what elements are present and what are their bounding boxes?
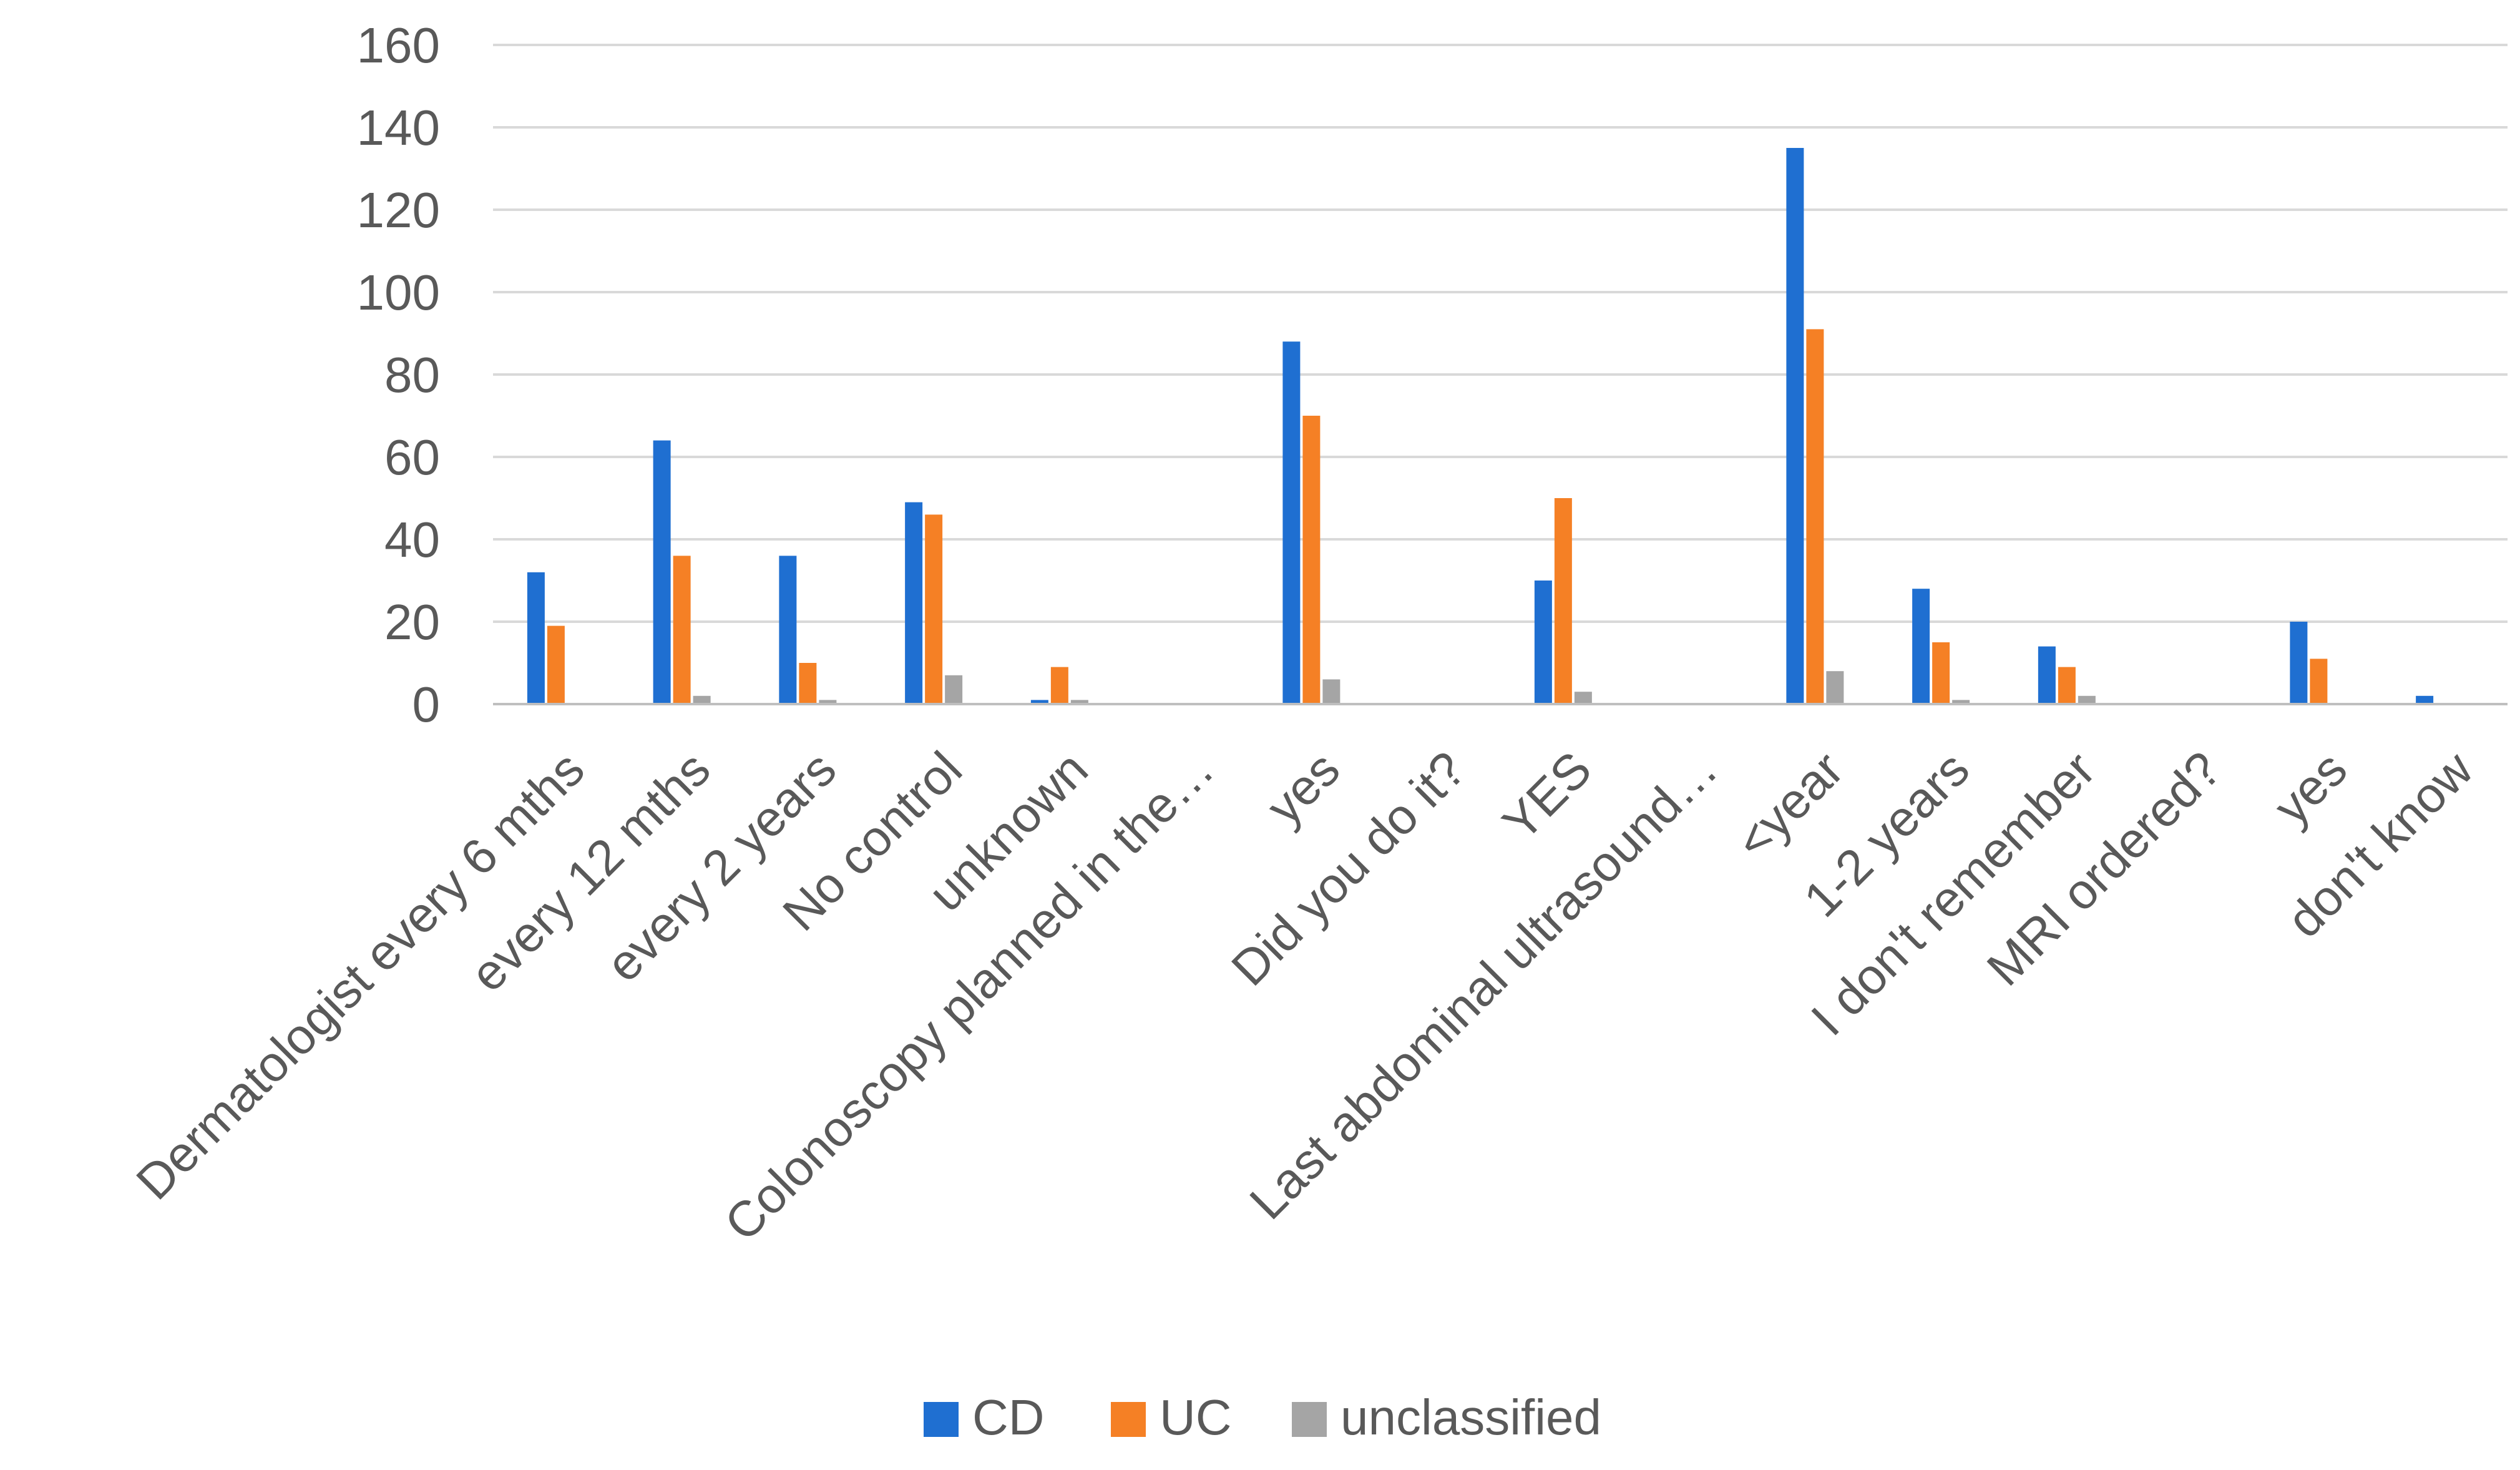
x-category-label: yes [2263, 741, 2357, 835]
bar-cd-3 [905, 502, 923, 704]
legend-label-uc: UC [1160, 1389, 1232, 1445]
y-tick-label: 100 [357, 265, 440, 320]
bar-cd-14 [2290, 622, 2308, 704]
bar-uc-8 [1554, 498, 1572, 704]
bar-uc-4 [1050, 667, 1068, 704]
legend-label-cd: CD [972, 1389, 1045, 1445]
bars [527, 148, 2434, 704]
bar-cd-0 [527, 572, 545, 704]
bar-unclassified-11 [1952, 700, 1970, 704]
bar-unclassified-1 [693, 695, 711, 704]
bar-uc-10 [1806, 329, 1824, 704]
legend-swatch-uc [1111, 1402, 1146, 1437]
gridlines [493, 44, 2508, 623]
x-category-label: YES [1492, 741, 1602, 851]
legend: CD UC unclassified [924, 1389, 1601, 1445]
bar-cd-10 [1786, 148, 1804, 704]
y-tick-label: 160 [357, 17, 440, 73]
bar-cd-11 [1912, 589, 1930, 704]
bar-unclassified-8 [1574, 692, 1592, 704]
bar-uc-12 [2058, 667, 2076, 704]
y-tick-label: 0 [413, 677, 441, 732]
bar-uc-6 [1302, 416, 1321, 704]
legend-swatch-cd [924, 1402, 959, 1437]
bar-unclassified-12 [2078, 695, 2096, 704]
y-tick-label: 140 [357, 100, 440, 155]
bar-uc-0 [547, 625, 565, 704]
bar-unclassified-6 [1322, 679, 1341, 704]
bar-cd-1 [653, 440, 671, 704]
bar-cd-2 [779, 556, 797, 704]
y-tick-label: 60 [384, 429, 440, 485]
legend-swatch-unclassified [1292, 1402, 1327, 1437]
y-tick-label: 40 [384, 512, 440, 567]
bar-uc-14 [2310, 659, 2328, 704]
y-tick-label: 20 [384, 594, 440, 650]
bar-cd-8 [1534, 581, 1552, 704]
bar-cd-4 [1030, 700, 1048, 704]
y-axis-tick-labels: 0 20 40 60 80 100 120 140 160 [357, 17, 440, 732]
bar-unclassified-3 [945, 675, 963, 704]
legend-label-unclassified: unclassified [1341, 1389, 1601, 1445]
y-tick-label: 80 [384, 347, 440, 403]
bar-uc-3 [925, 514, 943, 704]
bar-uc-11 [1932, 642, 1950, 704]
x-category-label: yes [1256, 741, 1350, 835]
bar-cd-6 [1282, 341, 1301, 704]
bar-unclassified-4 [1070, 700, 1088, 704]
bar-uc-1 [673, 556, 691, 704]
bar-cd-12 [2038, 646, 2056, 704]
y-tick-label: 120 [357, 182, 440, 238]
bar-unclassified-10 [1826, 671, 1844, 704]
bar-cd-15 [2416, 695, 2434, 704]
bar-uc-2 [799, 663, 817, 704]
bar-unclassified-2 [819, 700, 837, 704]
